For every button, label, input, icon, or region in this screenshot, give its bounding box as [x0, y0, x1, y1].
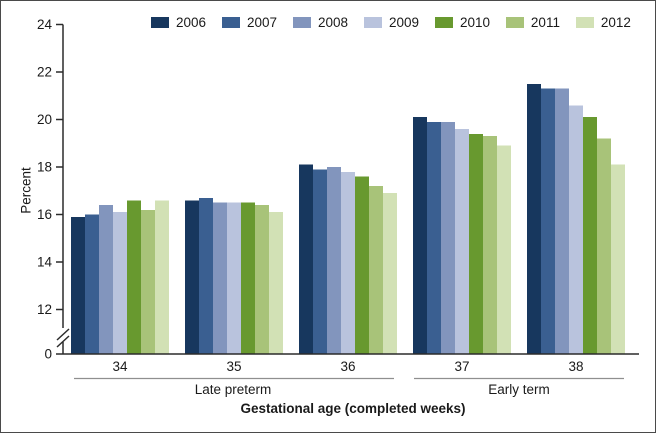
bar-2011-wk37 [483, 136, 497, 354]
bar-2012-wk38 [611, 164, 625, 354]
legend-swatch-icon [292, 16, 311, 28]
y-tick-label-12: 12 [37, 302, 52, 317]
y-tick-label-20: 20 [37, 112, 52, 127]
y-tick-label-22: 22 [37, 65, 52, 80]
legend-swatch-icon [363, 16, 382, 28]
legend-item-2010: 2010 [434, 14, 490, 30]
legend-swatch-icon [151, 16, 169, 28]
bar-2009-wk35 [227, 202, 241, 354]
legend-swatch-icon [505, 16, 524, 28]
bar-2010-wk38 [583, 117, 597, 354]
axis-break-icon [56, 335, 70, 348]
x-tick-label-34: 34 [112, 359, 128, 374]
bar-2008-wk35 [213, 202, 227, 354]
bar-2007-wk36 [313, 169, 327, 354]
y-tick-label-14: 14 [37, 255, 53, 270]
legend-label: 2007 [246, 14, 278, 30]
bar-2006-wk36 [299, 164, 313, 354]
group-label-late-preterm: Late preterm [194, 382, 272, 397]
bar-2006-wk35 [185, 200, 199, 354]
bar-2008-wk34 [99, 205, 113, 354]
bar-2012-wk34 [155, 200, 169, 354]
legend-label: 2010 [459, 14, 490, 30]
axis-break-icon [56, 328, 70, 341]
bar-2010-wk34 [127, 200, 141, 354]
bar-2012-wk37 [497, 145, 511, 354]
bar-2008-wk37 [441, 121, 455, 354]
bar-2006-wk38 [527, 83, 541, 354]
legend-item-2011: 2011 [505, 14, 560, 30]
legend-item-2007: 2007 [221, 14, 278, 30]
bar-2011-wk35 [255, 205, 269, 354]
bar-2009-wk36 [341, 171, 355, 354]
bar-2008-wk36 [327, 167, 341, 354]
bar-2010-wk36 [355, 176, 369, 354]
bar-2011-wk34 [141, 209, 155, 354]
legend-label: 2006 [176, 14, 207, 30]
bar-2011-wk38 [597, 138, 611, 354]
legend-swatch-icon [434, 16, 453, 28]
legend-item-2009: 2009 [363, 14, 419, 30]
legend-label: 2009 [388, 14, 419, 30]
legend: 2006 2007 2008 2009 2010 2011 2012 [151, 12, 631, 32]
bar-2012-wk36 [383, 193, 397, 354]
legend-swatch-icon [221, 16, 240, 28]
bar-2006-wk37 [413, 117, 427, 354]
group-label-early-term: Early term [488, 382, 550, 397]
x-tick-label-35: 35 [226, 359, 241, 374]
bar-2007-wk34 [85, 214, 99, 354]
legend-item-2012: 2012 [575, 14, 631, 30]
y-tick-label-0: 0 [44, 347, 52, 362]
x-tick-label-38: 38 [568, 359, 583, 374]
bar-2007-wk37 [427, 121, 441, 354]
x-axis-title: Gestational age (completed weeks) [240, 401, 466, 416]
bar-2010-wk35 [241, 202, 255, 354]
legend-label: 2012 [600, 14, 631, 30]
bar-2009-wk37 [455, 129, 469, 354]
bar-2008-wk38 [555, 88, 569, 354]
legend-label: 2008 [317, 14, 349, 30]
bar-2012-wk35 [269, 212, 283, 354]
y-tick-label-18: 18 [37, 160, 52, 175]
legend-item-2008: 2008 [292, 14, 349, 30]
bar-2007-wk38 [541, 88, 555, 354]
bar-2010-wk37 [469, 133, 483, 354]
y-tick-label-24: 24 [37, 17, 53, 32]
bar-2009-wk34 [113, 212, 127, 354]
y-tick-label-16: 16 [37, 207, 52, 222]
bar-2006-wk34 [71, 216, 85, 354]
bar-2007-wk35 [199, 197, 213, 354]
legend-item-2006: 2006 [151, 15, 206, 30]
legend-label: 2011 [530, 14, 560, 30]
bar-2009-wk38 [569, 105, 583, 354]
legend-swatch-icon [575, 16, 594, 28]
bar-2011-wk36 [369, 186, 383, 354]
x-tick-label-37: 37 [454, 359, 469, 374]
x-tick-label-36: 36 [340, 359, 355, 374]
